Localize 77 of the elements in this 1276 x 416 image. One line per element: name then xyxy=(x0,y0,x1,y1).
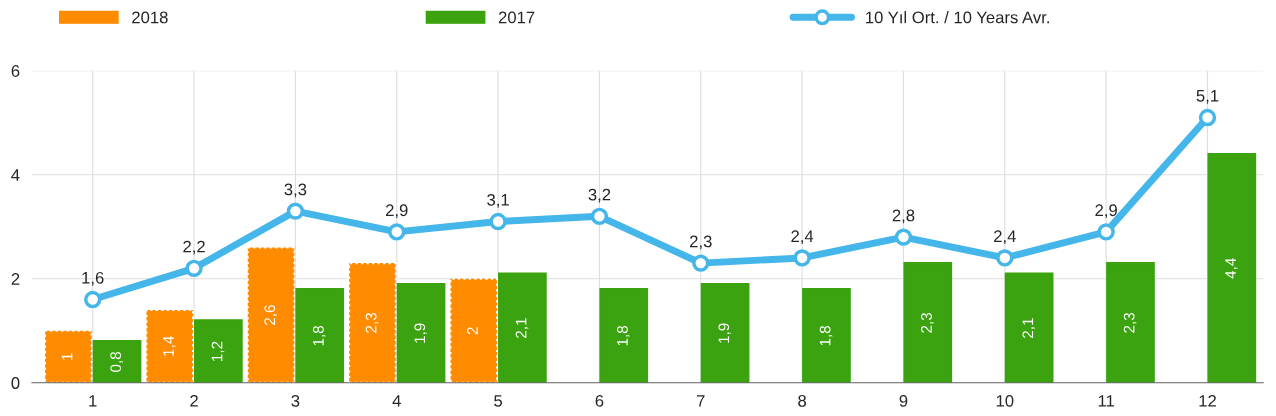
x-tick-label: 1 xyxy=(89,395,97,407)
x-tick-label: 10 xyxy=(996,394,1014,407)
data-label: 2,3 xyxy=(690,235,712,250)
bar xyxy=(903,262,953,383)
x-tick-label: 5 xyxy=(494,395,503,407)
bar xyxy=(1207,152,1257,383)
point xyxy=(185,259,203,277)
bar xyxy=(348,262,397,383)
data-label: 0,8 xyxy=(110,351,123,372)
point xyxy=(590,207,609,225)
bar xyxy=(295,288,345,383)
x-tick-label: 11 xyxy=(1098,395,1114,407)
bar xyxy=(44,329,93,383)
bar xyxy=(599,288,649,383)
data-label: 3,1 xyxy=(487,193,509,208)
data-label: 1,8 xyxy=(819,325,833,346)
legend-label: 2017 xyxy=(498,11,535,24)
data-label: 2,8 xyxy=(892,209,915,224)
data-label: 3,3 xyxy=(284,183,307,198)
x-tick-label: 12 xyxy=(1199,394,1216,407)
data-label: 2,1 xyxy=(1022,318,1036,338)
data-label: 2 xyxy=(467,327,478,335)
y-tick-label: 2 xyxy=(11,273,20,285)
data-label: 2,4 xyxy=(994,230,1016,245)
data-label: 5,1 xyxy=(1196,90,1219,104)
data-label: 2,4 xyxy=(791,230,814,245)
bar xyxy=(1004,272,1054,383)
data-label: 2,9 xyxy=(386,204,408,219)
data-label: 1 xyxy=(61,353,73,360)
point xyxy=(996,249,1014,267)
point xyxy=(692,254,710,272)
legend-label: 10 Yıl Ort. / 10 Years Avr. xyxy=(866,11,1049,24)
point xyxy=(793,249,811,267)
data-label: 1,9 xyxy=(718,323,731,343)
data-label: 2,9 xyxy=(1095,204,1117,219)
legend-label: 2018 xyxy=(132,11,168,24)
bar xyxy=(92,340,142,383)
point xyxy=(84,290,102,309)
data-label: 1,8 xyxy=(617,325,630,346)
point xyxy=(489,212,507,231)
bar xyxy=(1106,262,1155,383)
x-tick-label: 9 xyxy=(899,394,908,407)
data-label: 2,3 xyxy=(365,312,379,333)
data-label: 3,2 xyxy=(588,188,611,203)
data-label: 2,1 xyxy=(515,318,529,338)
data-label: 2,3 xyxy=(921,312,934,333)
bar xyxy=(449,277,499,383)
y-tick-label: 0 xyxy=(11,377,20,389)
data-label: 1,8 xyxy=(313,325,326,346)
bar xyxy=(498,272,547,383)
x-tick-label: 6 xyxy=(595,394,604,407)
data-label: 2,2 xyxy=(183,240,205,255)
bar xyxy=(246,246,296,383)
data-label: 1,9 xyxy=(414,323,427,343)
point xyxy=(894,228,913,246)
bar xyxy=(194,319,243,383)
data-label: 1,6 xyxy=(82,271,104,286)
x-tick-label: 4 xyxy=(392,395,401,407)
y-tick-label: 4 xyxy=(11,169,20,181)
x-tick-label: 7 xyxy=(697,395,705,407)
x-tick-label: 3 xyxy=(291,394,300,407)
point xyxy=(388,223,406,241)
data-label: 2,3 xyxy=(1123,312,1137,333)
bar xyxy=(802,288,851,383)
bar xyxy=(700,282,750,383)
data-label: 4,4 xyxy=(1225,258,1238,279)
data-label: 1,2 xyxy=(211,341,225,361)
bar xyxy=(396,282,446,383)
data-label: 2,6 xyxy=(264,305,277,325)
x-tick-label: 8 xyxy=(798,394,807,407)
point xyxy=(1198,108,1217,127)
point xyxy=(286,202,305,220)
x-tick-label: 2 xyxy=(190,394,198,407)
bar xyxy=(145,308,195,383)
point xyxy=(1097,223,1115,241)
y-tick-label: 6 xyxy=(11,65,20,77)
data-label: 1,4 xyxy=(163,336,176,356)
